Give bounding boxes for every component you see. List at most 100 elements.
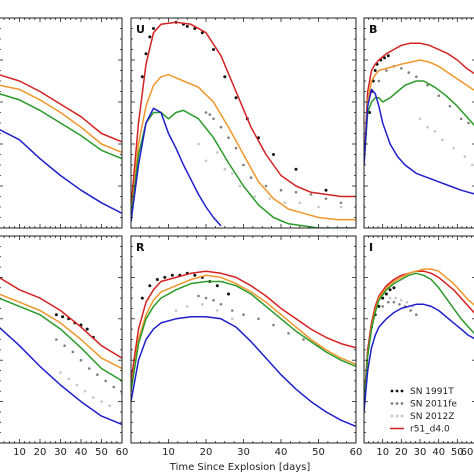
- x-tick-label: 10: [162, 447, 175, 458]
- marker-sn-2011fe-4: [231, 309, 234, 312]
- legend-entry-2: SN 2012Z: [390, 412, 454, 422]
- marker-sn-2012z-8: [283, 201, 287, 205]
- legend-marker: [395, 402, 399, 405]
- marker-sn-2011fe-3: [400, 67, 403, 70]
- marker-sn-2011fe-1: [385, 69, 388, 72]
- legend-marker: [400, 414, 404, 418]
- marker-sn-2011fe-8: [264, 184, 268, 188]
- marker-sn-1991t-2: [377, 304, 381, 308]
- plot-area-bottom-right: [364, 268, 474, 412]
- panel-label-top-middle: U: [136, 23, 145, 36]
- marker-sn-2012z-0: [174, 309, 178, 312]
- plot-area-bottom-middle: [131, 270, 356, 428]
- legend-entry-3: r51_d4.0: [390, 425, 450, 435]
- marker-sn-2011fe-9: [459, 117, 463, 121]
- x-tick-label: 40: [275, 447, 288, 458]
- model-line-0: [364, 270, 474, 402]
- marker-sn-2012z-6: [108, 404, 111, 408]
- marker-sn-1991t-7: [193, 273, 197, 277]
- model-line-2: [131, 109, 356, 228]
- marker-sn-2011fe-9: [302, 338, 305, 341]
- marker-sn-1991t-3: [381, 296, 385, 300]
- panel-bottom-left: 10 20 30 40 50 60: [0, 235, 128, 458]
- marker-sn-1991t-1: [61, 315, 65, 319]
- plot-area-top-right: [364, 42, 474, 195]
- legend-marker: [400, 389, 404, 393]
- legend-marker: [395, 414, 399, 418]
- legend-entry-0: SN 1991T: [390, 387, 454, 397]
- model-line-0: [131, 270, 356, 382]
- marker-sn-1991t-1: [144, 52, 148, 56]
- marker-sn-2012z-4: [231, 317, 234, 321]
- model-line-1: [0, 84, 122, 154]
- x-tick-label: 50: [312, 447, 325, 458]
- panel-frame: [0, 235, 123, 444]
- marker-sn-1991t-0: [140, 296, 144, 300]
- legend-label: r51_d4.0: [410, 425, 450, 435]
- marker-sn-2012z-1: [204, 159, 208, 163]
- marker-sn-2012z-3: [405, 300, 409, 304]
- x-tick-label: 40: [75, 447, 88, 458]
- marker-sn-2011fe-1: [63, 344, 66, 348]
- marker-sn-2012z-1: [186, 305, 189, 308]
- marker-sn-1991t-14: [272, 153, 275, 156]
- marker-sn-1991t-15: [294, 167, 298, 171]
- marker-sn-2011fe-4: [87, 367, 91, 370]
- marker-sn-1991t-6: [185, 24, 189, 28]
- model-line-0: [364, 42, 474, 166]
- marker-sn-2011fe-10: [467, 121, 470, 125]
- marker-sn-2011fe-1: [208, 113, 212, 116]
- model-line-0: [0, 277, 122, 359]
- model-line-2: [0, 93, 122, 160]
- marker-sn-1991t-2: [155, 278, 159, 281]
- marker-sn-2011fe-11: [309, 193, 313, 196]
- marker-sn-1991t-0: [54, 313, 58, 317]
- marker-sn-2012z-4: [452, 146, 455, 150]
- marker-sn-2011fe-10: [294, 191, 298, 194]
- marker-sn-2011fe-5: [234, 146, 238, 150]
- marker-sn-2011fe-7: [272, 323, 275, 327]
- marker-sn-2011fe-7: [112, 385, 116, 389]
- x-tick-label: 20: [395, 447, 408, 458]
- panel-top-middle: U: [130, 17, 357, 229]
- model-line-1: [364, 268, 474, 406]
- panel-frame: [130, 235, 357, 444]
- marker-sn-2012z-0: [388, 296, 392, 300]
- panel-top-right: B: [363, 17, 474, 229]
- marker-sn-2011fe-2: [392, 300, 396, 304]
- x-tick-label: 40: [432, 447, 445, 458]
- marker-sn-2011fe-1: [204, 296, 208, 300]
- marker-sn-2011fe-5: [415, 75, 418, 79]
- model-line-2: [364, 272, 474, 406]
- marker-sn-2011fe-3: [219, 125, 223, 129]
- x-tick-label: 20: [200, 447, 213, 458]
- legend-marker: [400, 402, 404, 405]
- model-line-1: [0, 293, 122, 370]
- marker-sn-1991t-10: [215, 284, 219, 288]
- marker-sn-2011fe-3: [398, 303, 401, 306]
- marker-sn-2011fe-3: [219, 303, 223, 306]
- model-line-3: [364, 88, 474, 195]
- marker-sn-1991t-3: [373, 69, 377, 72]
- marker-sn-2012z-1: [67, 377, 70, 381]
- marker-sn-2011fe-2: [212, 117, 215, 121]
- marker-sn-2012z-3: [441, 138, 444, 142]
- legend: SN 1991T SN 2011fe SN 2012Z r51_d4.0: [390, 387, 457, 435]
- legend-label: SN 1991T: [410, 387, 454, 397]
- marker-sn-2011fe-2: [71, 350, 75, 354]
- marker-sn-2011fe-5: [242, 313, 245, 317]
- x-tick-label: 30: [237, 447, 250, 458]
- model-line-3: [0, 128, 122, 214]
- x-tick-label: 20: [34, 447, 47, 458]
- marker-sn-2011fe-7: [249, 176, 253, 179]
- marker-sn-1991t-0: [368, 111, 372, 114]
- marker-sn-2012z-4: [231, 172, 234, 175]
- x-tick-label: 60: [350, 447, 363, 458]
- marker-sn-2012z-5: [463, 155, 467, 158]
- marker-sn-1991t-16: [324, 188, 328, 192]
- panel-label-bottom-right: I: [369, 241, 373, 254]
- legend-marker: [390, 389, 394, 393]
- marker-sn-2011fe-1: [387, 300, 390, 304]
